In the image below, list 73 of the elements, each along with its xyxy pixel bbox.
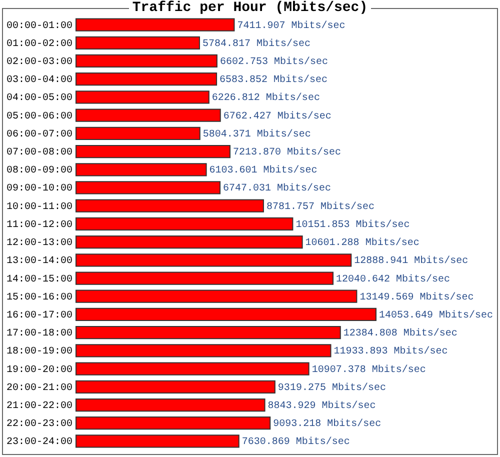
data-label: 5784.817 Mbits/sec <box>202 38 311 50</box>
data-label: 13149.569 Mbits/sec <box>360 291 474 304</box>
y-tick-label: 04:00-05:00 <box>6 93 72 104</box>
data-label: 12040.642 Mbits/sec <box>336 273 450 286</box>
y-tick-label: 06:00-07:00 <box>6 129 72 140</box>
data-label: 10601.288 Mbits/sec <box>305 237 420 250</box>
y-tick-label: 15:00-16:00 <box>6 292 72 304</box>
data-label: 7213.870 Mbits/sec <box>232 146 342 159</box>
y-tick-label: 02:00-03:00 <box>6 56 72 68</box>
y-tick-label: 05:00-06:00 <box>6 111 72 122</box>
data-label: 6103.601 Mbits/sec <box>209 164 318 177</box>
chart-title: Traffic per Hour (Mbits/sec) <box>131 0 369 16</box>
bar <box>76 108 221 122</box>
bar <box>76 416 271 430</box>
y-tick-label: 23:00-24:00 <box>6 437 72 448</box>
data-label: 5804.371 Mbits/sec <box>202 128 311 140</box>
bar <box>76 290 358 303</box>
bar <box>76 199 264 212</box>
y-tick-label: 12:00-13:00 <box>6 238 72 250</box>
data-label: 6583.852 Mbits/sec <box>220 74 328 86</box>
data-label: 9093.218 Mbits/sec <box>273 418 382 430</box>
y-tick-label: 08:00-09:00 <box>6 166 72 177</box>
bar <box>76 362 310 376</box>
y-tick-label: 07:00-08:00 <box>6 148 72 159</box>
y-tick-label: 21:00-22:00 <box>6 401 72 412</box>
y-tick-label: 09:00-10:00 <box>6 184 72 195</box>
bar <box>76 254 352 267</box>
y-tick-label: 00:00-01:00 <box>6 20 72 32</box>
bar <box>76 398 266 412</box>
data-label: 6762.427 Mbits/sec <box>223 110 332 122</box>
data-label: 11933.893 Mbits/sec <box>334 346 448 358</box>
bar <box>76 181 221 194</box>
y-tick-label: 22:00-23:00 <box>6 419 72 430</box>
y-tick-label: 10:00-11:00 <box>6 202 72 213</box>
y-tick-label: 11:00-12:00 <box>6 220 72 231</box>
data-label: 8781.757 Mbits/sec <box>266 200 374 213</box>
y-tick-label: 01:00-02:00 <box>6 38 72 50</box>
bar <box>76 163 207 176</box>
data-label: 6747.031 Mbits/sec <box>223 182 332 195</box>
bar <box>76 18 235 32</box>
y-tick-label: 19:00-20:00 <box>6 364 72 376</box>
bar <box>76 272 334 285</box>
y-tick-label: 14:00-15:00 <box>6 274 72 286</box>
bar <box>76 434 240 448</box>
data-label: 14053.649 Mbits/sec <box>379 309 494 322</box>
data-label: 7630.869 Mbits/sec <box>242 436 350 448</box>
bar <box>76 326 341 340</box>
y-tick-label: 03:00-04:00 <box>6 75 72 86</box>
bar <box>76 90 210 104</box>
bar <box>76 308 376 322</box>
data-label: 6602.753 Mbits/sec <box>220 56 328 68</box>
bar <box>76 36 200 50</box>
data-label: 7411.907 Mbits/sec <box>237 20 346 32</box>
data-label: 8843.929 Mbits/sec <box>268 400 376 412</box>
y-tick-label: 18:00-19:00 <box>6 346 72 358</box>
data-label: 12384.808 Mbits/sec <box>343 328 458 340</box>
bar <box>76 235 303 249</box>
data-label: 9319.275 Mbits/sec <box>278 382 386 394</box>
bar <box>76 54 218 68</box>
bar <box>76 72 218 86</box>
bar <box>76 144 230 158</box>
bar <box>76 344 332 358</box>
y-tick-label: 13:00-14:00 <box>6 256 72 268</box>
data-label: 10151.853 Mbits/sec <box>296 218 410 231</box>
data-label: 12888.941 Mbits/sec <box>354 255 468 268</box>
data-label: 10907.378 Mbits/sec <box>312 364 426 376</box>
bar <box>76 126 200 140</box>
bar <box>76 380 276 394</box>
bar <box>76 217 294 231</box>
y-tick-label: 16:00-17:00 <box>6 310 72 322</box>
y-tick-label: 17:00-18:00 <box>6 328 72 340</box>
y-tick-label: 20:00-21:00 <box>6 382 72 394</box>
data-label: 6226.812 Mbits/sec <box>212 92 320 104</box>
